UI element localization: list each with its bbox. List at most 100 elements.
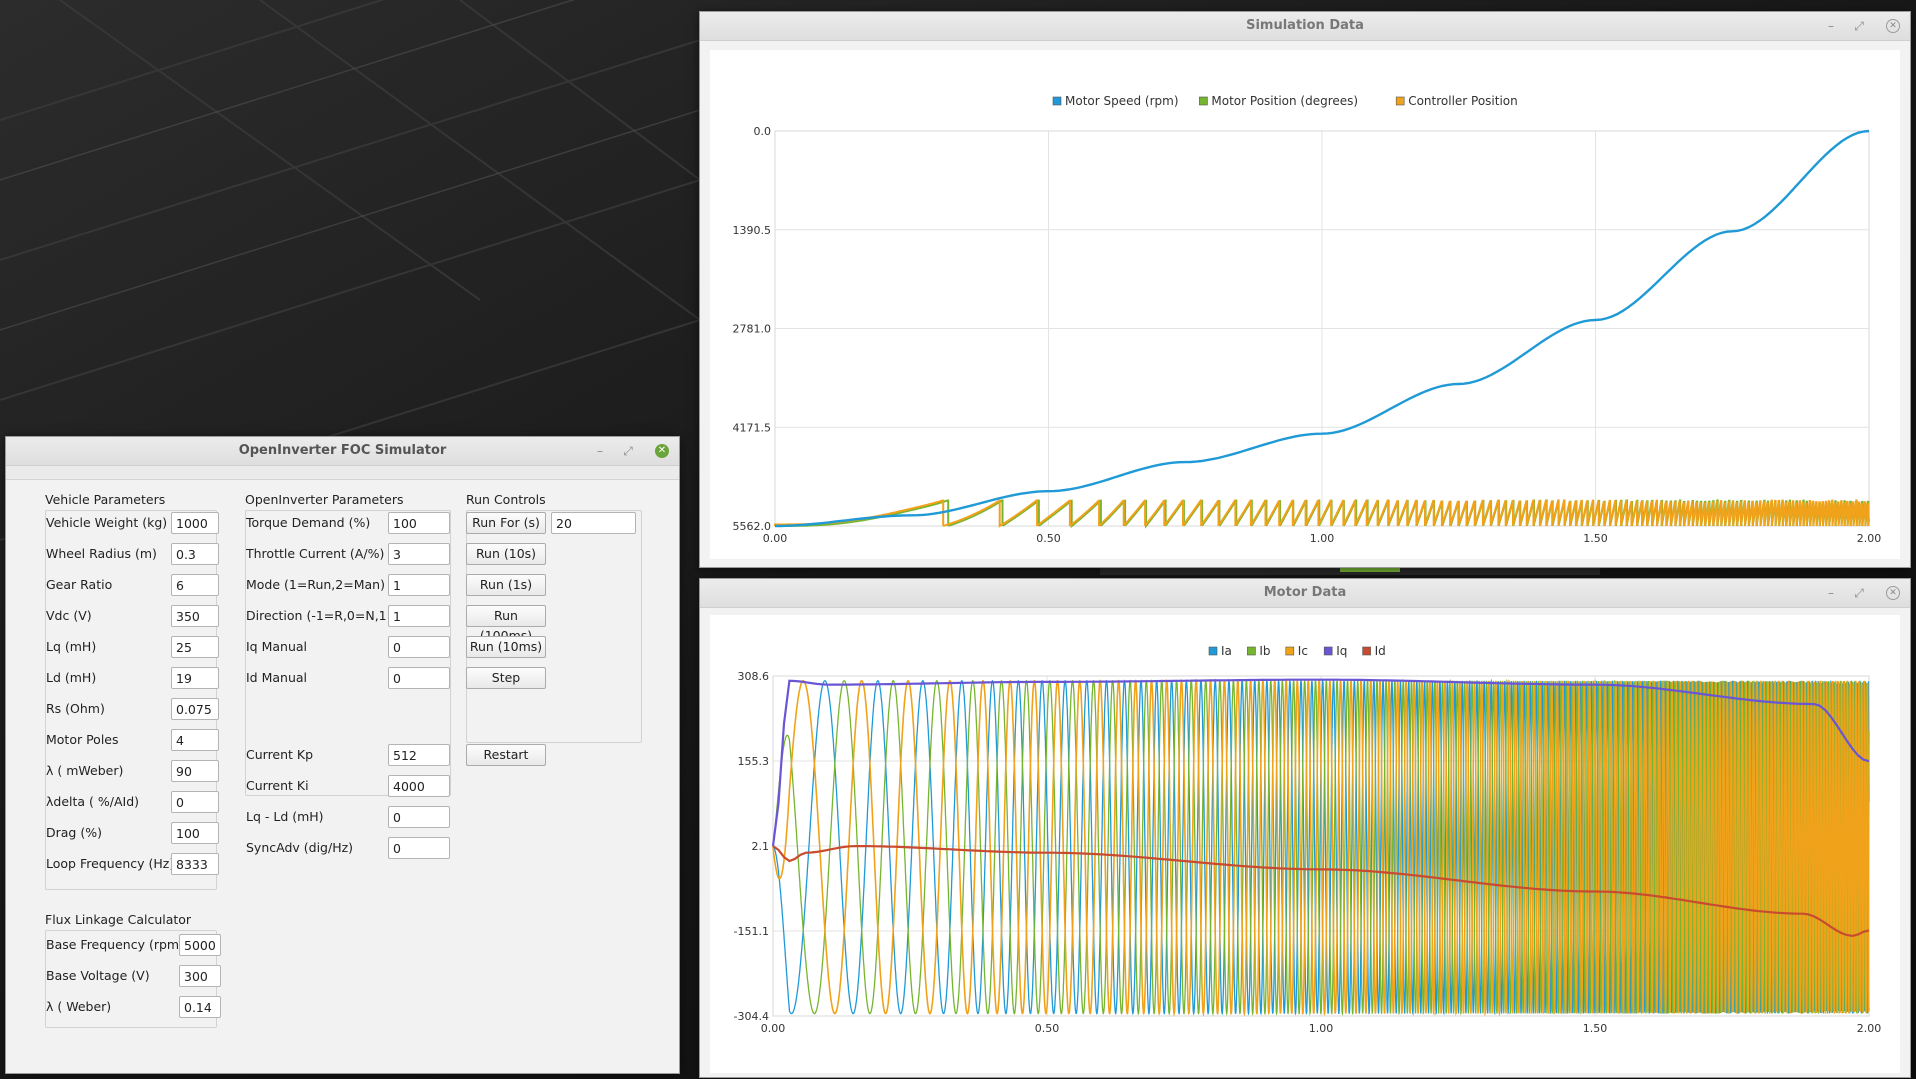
flux-param-input[interactable] [179, 996, 221, 1018]
run-for-button[interactable]: Run For (s) [466, 512, 546, 534]
oi-param-input[interactable] [388, 543, 450, 565]
oi-param-input[interactable] [388, 806, 450, 828]
legend-label: Ia [1221, 644, 1232, 658]
chart-series [774, 129, 1870, 529]
vehicle-param-label: λ ( mWeber) [46, 763, 124, 778]
close-icon[interactable]: ✕ [1886, 19, 1900, 33]
oi-param-label: Mode (1=Run,2=Man) [246, 577, 385, 592]
plot-area [774, 130, 1870, 527]
flux-param-label: λ ( Weber) [46, 999, 112, 1014]
legend-swatch [1395, 96, 1405, 106]
vehicle-param-label: Ld (mH) [46, 670, 97, 685]
y-axis-ticks: 0.0 1390.5 2781.0 4171.5 5562.0 [733, 125, 772, 533]
oi-param-label: Id Manual [246, 670, 308, 685]
vehicle-param-label: Rs (Ohm) [46, 701, 105, 716]
flux-param-input[interactable] [179, 965, 221, 987]
vehicle-param-label: Drag (%) [46, 825, 102, 840]
x-tick-label: 0.50 [1036, 532, 1061, 545]
vehicle-param-input[interactable] [171, 760, 219, 782]
oi-param-input[interactable] [388, 574, 450, 596]
vehicle-param-label: Wheel Radius (m) [46, 546, 157, 561]
x-tick-label: 0.50 [1035, 1022, 1060, 1035]
vehicle-param-input[interactable] [171, 791, 219, 813]
oi-param-label: Current Ki [246, 778, 309, 793]
x-tick-label: 2.00 [1857, 1022, 1882, 1035]
chart-grid [774, 130, 1870, 527]
minimize-icon[interactable]: – [1828, 586, 1834, 600]
flux-param-label: Base Frequency (rpm) [46, 937, 184, 952]
current-id-line [772, 845, 1870, 938]
legend-label: Ic [1298, 644, 1308, 658]
y-tick-label: 0.0 [754, 125, 772, 138]
oi-param-input[interactable] [388, 775, 450, 797]
run-100ms-button[interactable]: Run (100ms) [466, 605, 546, 643]
run-for-seconds-input[interactable] [551, 512, 636, 534]
legend-swatch [1199, 96, 1208, 106]
y-axis-ticks: 308.6 155.3 2.1 -151.1 -304.4 [734, 670, 769, 1023]
vehicle-param-input[interactable] [171, 853, 219, 875]
run-10s-button[interactable]: Run (10s) [466, 543, 546, 565]
run-10ms-button[interactable]: Run (10ms) [466, 636, 546, 658]
x-tick-label: 1.00 [1309, 1022, 1334, 1035]
oi-param-input[interactable] [388, 605, 450, 627]
vehicle-param-input[interactable] [171, 605, 219, 627]
motor-data-window: Motor Data – ⤢ ✕ Ia Ib Ic Iq Id 308.6 155.3 2.… [699, 578, 1911, 1078]
close-icon[interactable]: ✕ [1886, 586, 1900, 600]
oi-param-label: Lq - Ld (mH) [246, 809, 324, 824]
run-1s-button[interactable]: Run (1s) [466, 574, 546, 596]
motor-speed-line [775, 129, 1870, 528]
minimize-icon[interactable]: – [597, 444, 603, 458]
vehicle-param-input[interactable] [171, 729, 219, 751]
vehicle-param-label: λdelta ( %/AId) [46, 794, 140, 809]
y-tick-label: 2781.0 [733, 323, 772, 336]
y-tick-label: 4171.5 [733, 421, 772, 434]
vehicle-param-input[interactable] [171, 512, 219, 534]
vehicle-param-input[interactable] [171, 543, 219, 565]
vehicle-param-input[interactable] [171, 822, 219, 844]
vehicle-param-input[interactable] [171, 667, 219, 689]
vehicle-param-input[interactable] [171, 698, 219, 720]
current-iq-line [771, 678, 1870, 847]
y-tick-label: 2.1 [752, 840, 770, 853]
motor-chart: Ia Ib Ic Iq Id 308.6 155.3 2.1 -151.1 -304.4 0.0… [734, 644, 1882, 1035]
oi-param-input[interactable] [388, 512, 450, 534]
chart-legend: Ia Ib Ic Iq Id [1208, 644, 1386, 658]
flux-param-input[interactable] [179, 934, 221, 956]
vehicle-param-label: Vehicle Weight (kg) [46, 515, 168, 530]
x-tick-label: 1.50 [1583, 532, 1608, 545]
legend-swatch [1208, 646, 1218, 656]
maximize-icon[interactable]: ⤢ [623, 444, 633, 458]
x-axis-ticks: 0.00 0.50 1.00 1.50 2.00 [761, 1022, 1882, 1035]
legend-swatch [1323, 646, 1333, 656]
foc-simulator-window: OpenInverter FOC Simulator – ⤢ ✕ Vehicle… [5, 436, 680, 1074]
maximize-icon[interactable]: ⤢ [1854, 19, 1864, 33]
oi-param-input[interactable] [388, 636, 450, 658]
y-tick-label: 308.6 [738, 670, 770, 683]
legend-swatch [1247, 646, 1256, 656]
restart-button[interactable]: Restart [466, 744, 546, 766]
maximize-icon[interactable]: ⤢ [1854, 586, 1864, 600]
flux-param-label: Base Voltage (V) [46, 968, 150, 983]
step-button[interactable]: Step [466, 667, 546, 689]
vehicle-param-input[interactable] [171, 636, 219, 658]
legend-label: Ib [1259, 644, 1270, 658]
window-titlebar[interactable]: Motor Data – ⤢ ✕ [700, 579, 1910, 608]
x-tick-label: 1.00 [1310, 532, 1335, 545]
oi-param-label: Current Kp [246, 747, 314, 762]
oi-param-label: Torque Demand (%) [246, 515, 371, 530]
simulation-chart-panel: Motor Speed (rpm) Motor Position (degrees… [710, 50, 1900, 559]
y-tick-label: 155.3 [738, 755, 770, 768]
close-icon[interactable]: ✕ [655, 444, 669, 458]
vehicle-param-label: Lq (mH) [46, 639, 97, 654]
window-titlebar[interactable]: OpenInverter FOC Simulator – ⤢ ✕ [6, 437, 679, 466]
toolbar-strip [6, 466, 679, 480]
legend-swatch [1285, 646, 1295, 656]
oi-param-input[interactable] [388, 744, 450, 766]
vehicle-param-input[interactable] [171, 574, 219, 596]
window-titlebar[interactable]: Simulation Data – ⤢ ✕ [700, 12, 1910, 41]
minimize-icon[interactable]: – [1828, 19, 1834, 33]
oi-param-input[interactable] [388, 667, 450, 689]
oi-param-input[interactable] [388, 837, 450, 859]
y-tick-label: -151.1 [734, 925, 769, 938]
vehicle-param-label: Motor Poles [46, 732, 119, 747]
